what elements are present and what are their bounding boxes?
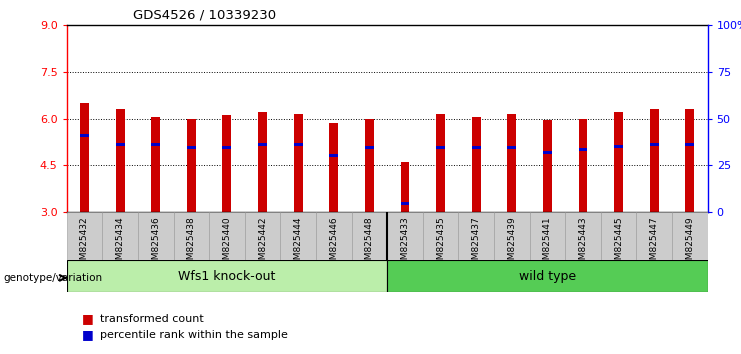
Bar: [565, 212, 601, 260]
Bar: [80, 103, 89, 212]
Bar: [637, 212, 672, 260]
Text: GSM825432: GSM825432: [80, 216, 89, 271]
Bar: [436, 114, 445, 212]
Text: GSM825446: GSM825446: [329, 216, 338, 271]
Bar: [258, 112, 267, 212]
Bar: [508, 114, 516, 212]
Bar: [316, 212, 351, 260]
Text: GSM825435: GSM825435: [436, 216, 445, 271]
Bar: [672, 212, 708, 260]
Bar: [280, 212, 316, 260]
Bar: [102, 212, 138, 260]
Bar: [222, 115, 231, 212]
Bar: [67, 212, 102, 260]
Bar: [423, 212, 459, 260]
Bar: [614, 112, 623, 212]
Text: genotype/variation: genotype/variation: [4, 273, 103, 283]
Bar: [151, 143, 160, 145]
Bar: [436, 146, 445, 149]
Bar: [351, 212, 387, 260]
Bar: [187, 119, 196, 212]
Bar: [329, 123, 338, 212]
Bar: [293, 143, 302, 145]
Text: wild type: wild type: [519, 270, 576, 282]
Bar: [116, 109, 124, 212]
Text: GSM825433: GSM825433: [400, 216, 410, 271]
Bar: [401, 162, 410, 212]
Text: GSM825444: GSM825444: [293, 216, 302, 271]
Bar: [472, 117, 481, 212]
Bar: [209, 212, 245, 260]
Bar: [614, 145, 623, 148]
Bar: [650, 109, 659, 212]
Bar: [685, 109, 694, 212]
Bar: [472, 146, 481, 149]
Text: GSM825441: GSM825441: [543, 216, 552, 271]
Bar: [543, 151, 552, 154]
Bar: [543, 120, 552, 212]
Text: GSM825445: GSM825445: [614, 216, 623, 271]
Text: ■: ■: [82, 312, 93, 325]
Text: GSM825443: GSM825443: [579, 216, 588, 271]
Bar: [116, 143, 124, 145]
Bar: [459, 212, 494, 260]
Bar: [245, 212, 280, 260]
Text: GSM825448: GSM825448: [365, 216, 374, 271]
Text: GSM825447: GSM825447: [650, 216, 659, 271]
Bar: [222, 146, 231, 149]
Bar: [138, 212, 173, 260]
Bar: [387, 260, 708, 292]
Bar: [293, 114, 302, 212]
Bar: [579, 148, 588, 151]
Bar: [508, 146, 516, 149]
Bar: [601, 212, 637, 260]
Bar: [494, 212, 530, 260]
Text: Wfs1 knock-out: Wfs1 knock-out: [179, 270, 276, 282]
Bar: [365, 119, 373, 212]
Bar: [67, 260, 387, 292]
Bar: [401, 202, 410, 205]
Text: ■: ■: [82, 328, 93, 341]
Text: GSM825440: GSM825440: [222, 216, 231, 271]
Bar: [650, 143, 659, 145]
Text: GSM825449: GSM825449: [685, 216, 694, 271]
Text: GDS4526 / 10339230: GDS4526 / 10339230: [133, 9, 276, 22]
Bar: [187, 146, 196, 149]
Text: GSM825437: GSM825437: [472, 216, 481, 271]
Text: transformed count: transformed count: [100, 314, 204, 324]
Text: GSM825434: GSM825434: [116, 216, 124, 271]
Bar: [365, 146, 373, 149]
Bar: [258, 143, 267, 145]
Bar: [579, 119, 588, 212]
Bar: [685, 143, 694, 145]
Bar: [80, 135, 89, 137]
Text: percentile rank within the sample: percentile rank within the sample: [100, 330, 288, 339]
Text: GSM825436: GSM825436: [151, 216, 160, 271]
Bar: [329, 154, 338, 157]
Bar: [151, 117, 160, 212]
Bar: [530, 212, 565, 260]
Bar: [173, 212, 209, 260]
Text: GSM825442: GSM825442: [258, 216, 267, 271]
Text: GSM825438: GSM825438: [187, 216, 196, 271]
Bar: [387, 212, 423, 260]
Text: GSM825439: GSM825439: [508, 216, 516, 271]
